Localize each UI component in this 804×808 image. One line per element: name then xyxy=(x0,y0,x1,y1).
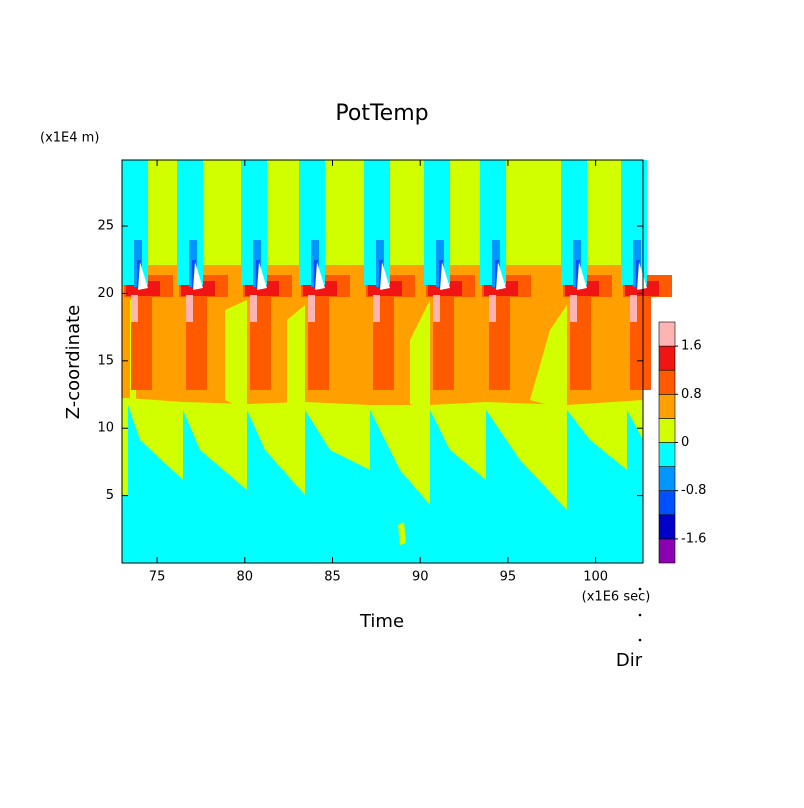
contour-region xyxy=(225,300,247,410)
y-tick-label: 20 xyxy=(97,286,114,301)
colorbar-cell xyxy=(658,418,676,443)
highlight xyxy=(380,262,390,290)
x-axis-label: Time xyxy=(359,611,404,632)
highlight xyxy=(138,262,148,290)
contour-region xyxy=(433,295,440,322)
x-tick-label: 85 xyxy=(324,570,341,585)
highlight xyxy=(637,262,647,290)
colorbar-cell xyxy=(658,369,676,395)
contour-region xyxy=(410,300,430,410)
colorbar-cell xyxy=(658,514,676,540)
colorbar-tick-label: -0.8 xyxy=(681,483,706,498)
chart-title: PotTemp xyxy=(335,101,428,126)
colorbar-tick-label: -1.6 xyxy=(681,531,706,546)
contour-region xyxy=(287,305,305,410)
contour-region xyxy=(398,522,406,545)
contour-region xyxy=(250,295,257,322)
contour-region xyxy=(308,295,315,322)
contour-region xyxy=(186,295,193,322)
y-tick-label: 10 xyxy=(97,421,114,436)
contour-region xyxy=(630,295,637,322)
x-tick-label: 90 xyxy=(412,570,429,585)
contour-region xyxy=(131,295,138,322)
y-tick-label: 15 xyxy=(97,353,114,368)
x-units: (x1E6 sec) xyxy=(582,590,651,605)
y-tick-label: 5 xyxy=(106,488,114,503)
colorbar-cell xyxy=(658,321,676,347)
colorbar-cell xyxy=(658,490,676,516)
colorbar-cell xyxy=(658,538,676,564)
highlight xyxy=(315,262,325,290)
x-tick-label: 80 xyxy=(237,570,254,585)
contour-region xyxy=(489,295,496,322)
contour-region xyxy=(570,295,577,322)
y-tick-label: 25 xyxy=(97,219,114,234)
colorbar-tick-label: 0 xyxy=(681,435,689,450)
highlight xyxy=(257,262,267,290)
plot-frame xyxy=(121,159,644,564)
colorbar-cell xyxy=(658,345,676,371)
highlight xyxy=(440,262,450,290)
colorbar-tick-label: 1.6 xyxy=(681,339,702,354)
colorbar-cell xyxy=(658,466,676,492)
colorbar-cell xyxy=(658,393,676,419)
y-axis-label: Z-coordinate xyxy=(63,305,84,420)
annotation: Dir xyxy=(616,650,643,671)
x-tick-label: 100 xyxy=(583,570,608,585)
highlight xyxy=(496,262,506,290)
colorbar-tick-label: 0.8 xyxy=(681,387,702,402)
contour-region xyxy=(530,305,567,410)
y-units: (x1E4 m) xyxy=(40,131,99,146)
colorbar-cell xyxy=(658,442,676,467)
x-tick-label: 75 xyxy=(149,570,166,585)
contour-region xyxy=(373,295,380,322)
dots xyxy=(638,587,642,642)
x-tick-label: 95 xyxy=(500,570,517,585)
highlight xyxy=(577,262,587,290)
highlight xyxy=(193,262,203,290)
